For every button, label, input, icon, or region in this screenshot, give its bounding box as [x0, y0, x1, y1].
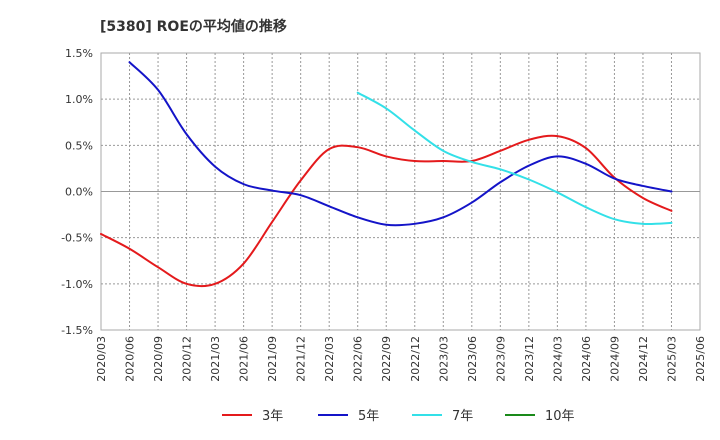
x-tick-label: 2021/03	[209, 336, 222, 382]
x-tick-label: 2022/09	[380, 336, 393, 382]
legend-label-2: 7年	[452, 409, 473, 424]
x-tick-label: 2024/12	[637, 336, 650, 382]
x-tick-label: 2022/12	[409, 336, 422, 382]
x-tick-label: 2022/06	[352, 336, 365, 382]
y-tick-label: 1.5%	[65, 47, 93, 60]
y-tick-label: -1.5%	[61, 324, 93, 337]
x-tick-label: 2023/09	[494, 336, 507, 382]
y-tick-label: -1.0%	[61, 278, 93, 291]
y-tick-label: 0.0%	[65, 186, 93, 199]
series-line-1	[128, 61, 673, 227]
legend-label-1: 5年	[358, 409, 379, 424]
x-tick-label: 2024/09	[608, 336, 621, 382]
x-tick-label: 2020/03	[95, 336, 108, 382]
x-tick-label: 2022/03	[323, 336, 336, 382]
x-tick-label: 2025/03	[665, 336, 678, 382]
x-tick-label: 2020/06	[124, 336, 137, 382]
x-tick-label: 2020/09	[152, 336, 165, 382]
x-tick-label: 2023/03	[437, 336, 450, 382]
x-tick-label: 2024/03	[551, 336, 564, 382]
x-tick-label: 2024/06	[580, 336, 593, 382]
y-tick-label: -0.5%	[61, 232, 93, 245]
x-tick-label: 2020/12	[181, 336, 194, 382]
legend-label-0: 3年	[262, 409, 283, 424]
chart-legend: 3年 5年 7年 10年	[222, 409, 575, 424]
y-tick-label: 0.5%	[65, 139, 93, 152]
x-tick-label: 2021/12	[295, 336, 308, 382]
x-tick-label: 2025/06	[694, 336, 707, 382]
chart-title: [5380] ROEの平均値の推移	[100, 18, 287, 35]
y-tick-label: 1.0%	[65, 93, 93, 106]
series-line-2	[356, 91, 673, 225]
x-tick-label: 2021/06	[238, 336, 251, 382]
series-line-0	[100, 134, 673, 288]
legend-label-3: 10年	[545, 409, 575, 424]
x-tick-label: 2023/06	[466, 336, 479, 382]
x-tick-label: 2023/12	[523, 336, 536, 382]
x-tick-label: 2021/09	[266, 336, 279, 382]
